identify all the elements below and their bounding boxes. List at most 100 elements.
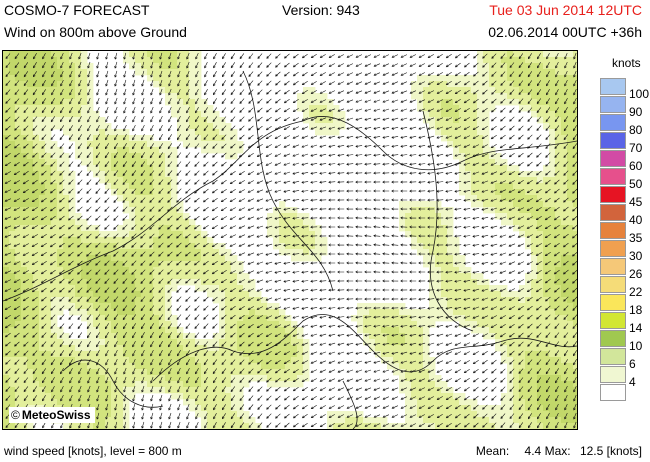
wind-arrow [400, 189, 408, 193]
wind-speed-cell [15, 357, 22, 364]
wind-speed-cell [249, 303, 256, 310]
wind-arrow [159, 52, 163, 60]
wind-arrow [149, 233, 155, 239]
wind-speed-cell [549, 195, 556, 202]
wind-arrow [409, 54, 417, 58]
wind-arrow [535, 207, 542, 211]
wind-arrow [86, 152, 92, 159]
wind-speed-cell [39, 201, 46, 208]
wind-arrow [445, 99, 452, 103]
wind-speed-cell [99, 117, 106, 124]
wind-speed-cell [321, 237, 328, 244]
wind-speed-cell [51, 75, 58, 82]
wind-speed-cell [531, 285, 538, 292]
wind-speed-cell [573, 273, 577, 280]
wind-speed-cell [567, 321, 574, 328]
wind-speed-cell [33, 93, 40, 100]
wind-speed-cell [495, 417, 502, 424]
wind-arrow [373, 117, 381, 121]
wind-speed-cell [27, 171, 34, 178]
wind-arrow [186, 88, 190, 96]
wind-speed-cell [249, 291, 256, 298]
wind-speed-cell [405, 363, 412, 370]
wind-arrow [292, 144, 300, 148]
valid-time: Tue 03 Jun 2014 12UTC [489, 2, 642, 18]
wind-speed-cell [555, 93, 562, 100]
wind-speed-cell [471, 93, 478, 100]
wind-speed-cell [549, 411, 556, 418]
wind-speed-cell [9, 51, 16, 58]
wind-arrow [32, 116, 38, 122]
wind-speed-cell [483, 297, 490, 304]
wind-speed-cell [27, 195, 34, 202]
wind-speed-cell [159, 165, 166, 172]
wind-speed-cell [39, 321, 46, 328]
wind-speed-cell [153, 387, 160, 394]
wind-speed-cell [213, 345, 220, 352]
wind-speed-cell [3, 411, 10, 418]
wind-speed-cell [573, 339, 577, 346]
wind-speed-cell [69, 171, 76, 178]
wind-speed-cell [21, 93, 28, 100]
wind-arrow [132, 124, 136, 132]
wind-speed-cell [57, 255, 64, 262]
wind-speed-cell [129, 357, 136, 364]
wind-speed-cell [531, 357, 538, 364]
wind-arrow [563, 125, 569, 132]
wind-speed-cell [117, 237, 124, 244]
wind-arrow [328, 90, 336, 94]
wind-arrow [4, 198, 12, 202]
wind-speed-cell [495, 297, 502, 304]
wind-arrow [391, 81, 399, 85]
wind-speed-cell [171, 57, 178, 64]
wind-speed-cell [561, 267, 568, 274]
wind-arrow [553, 233, 560, 239]
wind-speed-cell [531, 243, 538, 250]
wind-speed-cell [429, 219, 436, 226]
wind-arrow [527, 116, 533, 122]
wind-speed-cell [171, 243, 178, 250]
wind-speed-cell [483, 423, 490, 429]
wind-speed-cell [189, 369, 196, 376]
wind-arrow [87, 88, 91, 96]
wind-speed-cell [567, 357, 574, 364]
wind-speed-cell [33, 279, 40, 286]
wind-arrow [400, 99, 408, 103]
wind-speed-cell [75, 51, 82, 58]
wind-speed-cell [531, 93, 538, 100]
wind-arrow [213, 53, 217, 60]
wind-speed-cell [573, 237, 577, 244]
wind-speed-cell [153, 231, 160, 238]
wind-speed-cell [243, 279, 250, 286]
wind-speed-cell [243, 315, 250, 322]
wind-speed-cell [543, 393, 550, 400]
wind-speed-cell [459, 105, 466, 112]
wind-speed-cell [549, 135, 556, 142]
wind-arrow [213, 98, 217, 105]
wind-speed-cell [75, 339, 82, 346]
wind-speed-cell [195, 273, 202, 280]
wind-speed-cell [495, 99, 502, 106]
wind-arrow [168, 125, 172, 132]
wind-arrow [337, 234, 345, 238]
wind-speed-cell [459, 153, 466, 160]
wind-arrow [481, 189, 489, 193]
wind-arrow [95, 188, 101, 194]
wind-speed-cell [69, 57, 76, 64]
wind-speed-cell [141, 381, 148, 388]
wind-speed-cell [393, 363, 400, 370]
wind-arrow [167, 215, 173, 221]
wind-speed-cell [87, 225, 94, 232]
wind-speed-cell [519, 219, 526, 226]
wind-speed-cell [405, 213, 412, 220]
wind-speed-cell [297, 357, 304, 364]
wind-speed-cell [117, 141, 124, 148]
wind-speed-cell [327, 123, 334, 130]
wind-arrow [14, 125, 20, 131]
wind-arrow [472, 189, 480, 193]
wind-speed-cell [183, 123, 190, 130]
wind-speed-cell [483, 63, 490, 70]
wind-speed-cell [423, 201, 430, 208]
wind-speed-cell [567, 129, 574, 136]
wind-arrow [220, 243, 227, 247]
